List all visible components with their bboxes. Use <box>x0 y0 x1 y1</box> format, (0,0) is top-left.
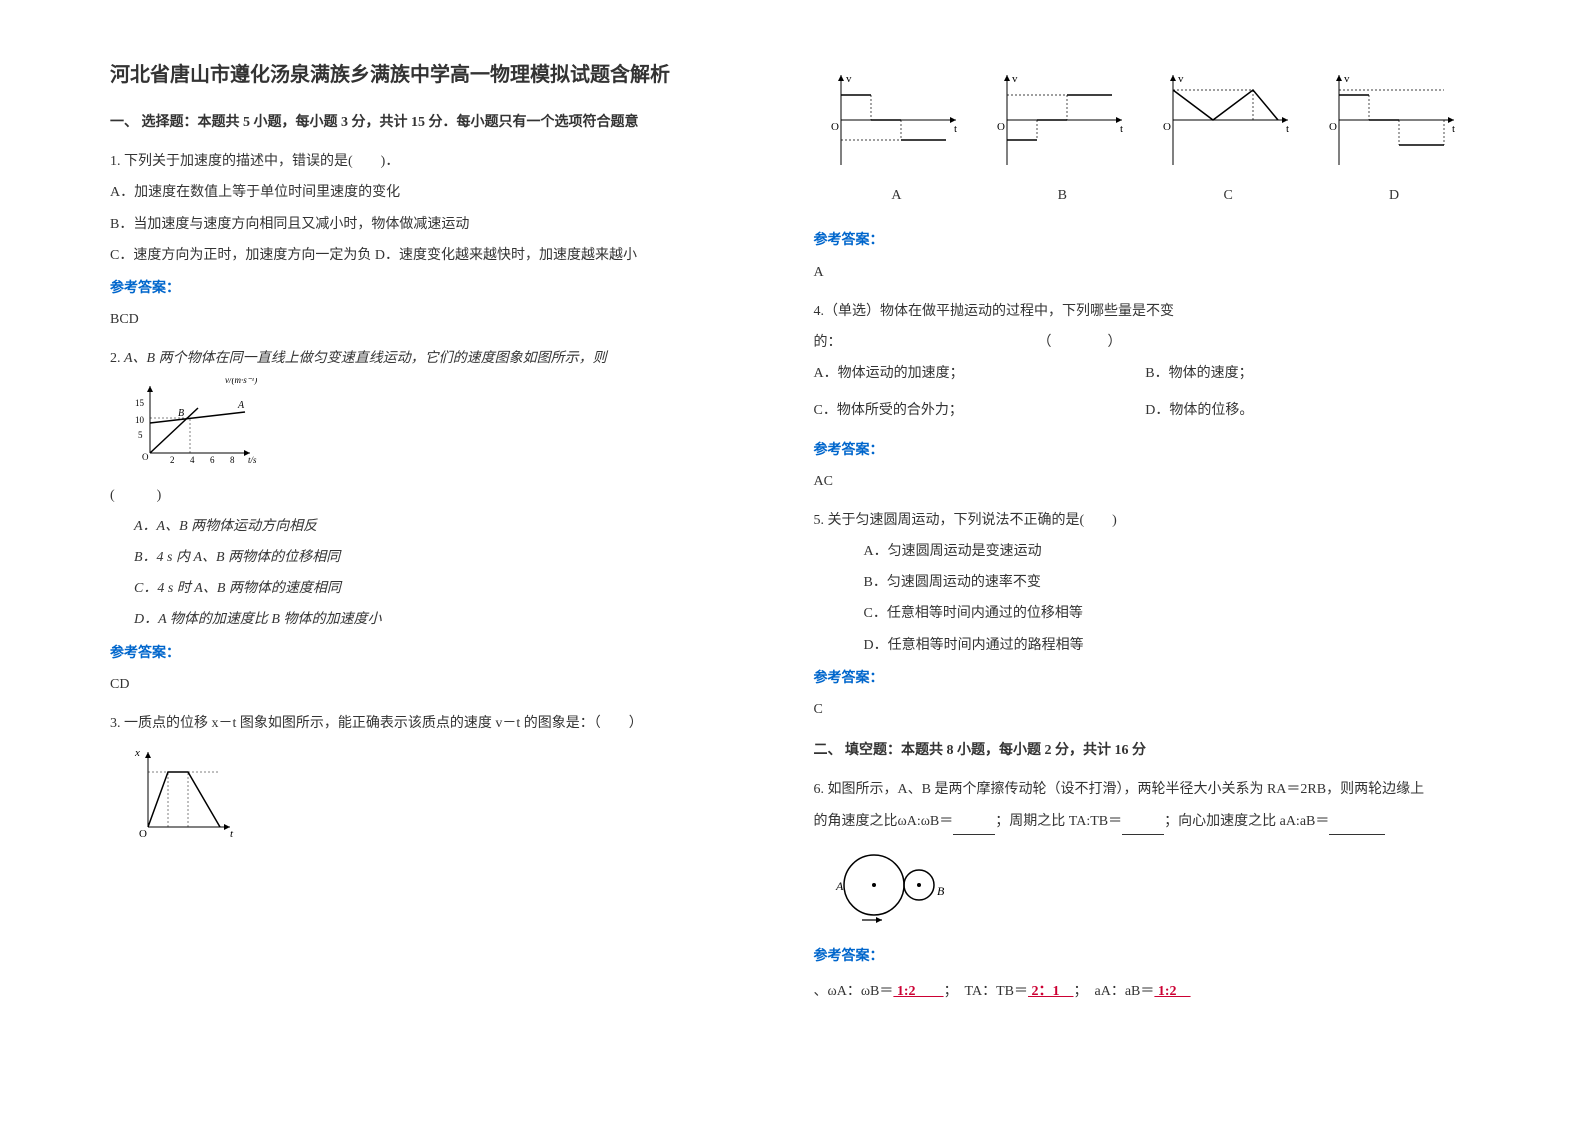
svg-text:v/(m·s⁻¹): v/(m·s⁻¹) <box>225 378 257 385</box>
q3-options-row: O t v A O t v <box>814 70 1478 208</box>
svg-text:A: A <box>835 879 844 893</box>
q1-optCD: C．速度方向为正时，加速度方向一定为负 D．速度变化越来越快时，加速度越来越小 <box>110 243 774 268</box>
q3-optB-graph: O t v B <box>992 70 1132 208</box>
q6-blank3 <box>1329 809 1385 835</box>
q4-answer: AC <box>814 469 1478 494</box>
q2-optA: A．A、B 两物体运动方向相反 <box>134 514 774 539</box>
svg-text:O: O <box>142 452 149 462</box>
q1-answer-label: 参考答案： <box>110 276 774 301</box>
left-column: 河北省唐山市遵化汤泉满族乡满族中学高一物理模拟试题含解析 一、 选择题：本题共 … <box>90 60 794 1062</box>
svg-text:t: t <box>1452 123 1455 135</box>
q1-answer: BCD <box>110 307 774 332</box>
q5-stem: 5. 关于匀速圆周运动，下列说法不正确的是( ) <box>814 508 1478 533</box>
svg-text:A: A <box>237 400 245 411</box>
svg-text:O: O <box>1163 121 1171 133</box>
svg-text:t/s: t/s <box>248 455 257 465</box>
svg-text:4: 4 <box>190 455 195 465</box>
q6-answer-label: 参考答案： <box>814 944 1478 969</box>
q3-optA-label: A <box>826 183 966 208</box>
q3-stem: 3. 一质点的位移 x－t 图象如图所示，能正确表示该质点的速度 v－t 的图象… <box>110 711 774 736</box>
q1-optB: B．当加速度与速度方向相同且又减小时，物体做减速运动 <box>110 212 774 237</box>
q6-ans-v2: 2：1 <box>1028 984 1074 999</box>
q6-blank1 <box>953 809 995 835</box>
q5-optC: C．任意相等时间内通过的位移相等 <box>864 601 1478 626</box>
svg-text:B: B <box>178 408 184 419</box>
q4-optD: D．物体的位移。 <box>1145 398 1477 423</box>
q2-answer-label: 参考答案： <box>110 641 774 666</box>
svg-text:v: v <box>1178 73 1184 85</box>
svg-text:8: 8 <box>230 455 235 465</box>
q1-stem: 1. 下列关于加速度的描述中，错误的是( )． <box>110 149 774 174</box>
svg-text:10: 10 <box>135 415 145 425</box>
q6-graph: A B <box>834 845 1478 934</box>
q4-row2: C．物体所受的合外力； D．物体的位移。 <box>814 392 1478 429</box>
svg-text:x: x <box>134 747 140 759</box>
right-column: O t v A O t v <box>794 60 1498 1062</box>
q5-answer: C <box>814 697 1478 722</box>
q3-optC-graph: O t v C <box>1158 70 1298 208</box>
q2-optB: B．4 s 内 A、B 两物体的位移相同 <box>134 545 774 570</box>
svg-text:t: t <box>230 828 234 840</box>
q6-ans-v3: 1:2 <box>1154 984 1190 999</box>
svg-text:6: 6 <box>210 455 215 465</box>
q3-optC-label: C <box>1158 183 1298 208</box>
q6-answer: 、ωA：ωB＝ 1:2 ； TA：TB＝ 2：1 ； aA：aB＝ 1:2 <box>814 979 1478 1004</box>
q6-ans-sep1: ； TA：TB＝ <box>944 984 1028 999</box>
q6-stem1: 6. 如图所示，A、B 是两个摩擦传动轮（设不打滑），两轮半径大小关系为 RA＝… <box>814 777 1478 802</box>
q5-optD: D．任意相等时间内通过的路程相等 <box>864 633 1478 658</box>
q2-paren: ( ) <box>110 483 774 508</box>
q6-stem2-prefix: 的角速度之比ωA:ωB＝ <box>814 814 954 829</box>
q3-optD-label: D <box>1324 183 1464 208</box>
svg-text:t: t <box>954 123 957 135</box>
q5-answer-label: 参考答案： <box>814 666 1478 691</box>
q5-optB: B．匀速圆周运动的速率不变 <box>864 570 1478 595</box>
svg-text:O: O <box>1329 121 1337 133</box>
q3-optA-graph: O t v A <box>826 70 966 208</box>
svg-text:5: 5 <box>138 430 143 440</box>
q1-optA: A．加速度在数值上等于单位时间里速度的变化 <box>110 180 774 205</box>
q6-blank2 <box>1122 809 1164 835</box>
q2-optC: C．4 s 时 A、B 两物体的速度相同 <box>134 576 774 601</box>
q6-stem2-mid2: ；向心加速度之比 aA:aB＝ <box>1164 814 1329 829</box>
q6-ans-sep2: ； aA：aB＝ <box>1074 984 1155 999</box>
q4-stem1: 4.（单选）物体在做平抛运动的过程中，下列哪些量是不变 <box>814 299 1478 324</box>
svg-text:O: O <box>831 121 839 133</box>
q2-stem-text: A、B 两个物体在同一直线上做匀变速直线运动，它们的速度图象如图所示，则 <box>124 351 607 366</box>
q2-graph: v/(m·s⁻¹) O 2 4 6 8 t/s 5 10 15 A B <box>130 378 774 477</box>
svg-text:15: 15 <box>135 398 145 408</box>
svg-text:2: 2 <box>170 455 175 465</box>
q4-answer-label: 参考答案： <box>814 438 1478 463</box>
q3-answer: A <box>814 260 1478 285</box>
q2-answer: CD <box>110 672 774 697</box>
q2-stem: 2. A、B 两个物体在同一直线上做匀变速直线运动，它们的速度图象如图所示，则 <box>110 346 774 371</box>
q2-stem-prefix: 2. <box>110 351 124 366</box>
svg-text:O: O <box>997 121 1005 133</box>
q4-optC: C．物体所受的合外力； <box>814 398 1146 423</box>
q6-ans-text: 、ωA：ωB＝ <box>814 984 894 999</box>
svg-text:B: B <box>937 884 945 898</box>
q6-stem2: 的角速度之比ωA:ωB＝ ；周期之比 TA:TB＝ ；向心加速度之比 aA:aB… <box>814 809 1478 835</box>
svg-text:v: v <box>846 73 852 85</box>
section2-header: 二、 填空题：本题共 8 小题，每小题 2 分，共计 16 分 <box>814 738 1478 763</box>
q4-stem2: 的： （ ） <box>814 330 1478 355</box>
q3-optD-graph: O t v D <box>1324 70 1464 208</box>
section1-header: 一、 选择题：本题共 5 小题，每小题 3 分，共计 15 分．每小题只有一个选… <box>110 110 774 135</box>
q3-answer-label: 参考答案： <box>814 228 1478 253</box>
q4-row1: A．物体运动的加速度； B．物体的速度； <box>814 355 1478 392</box>
q4-optA: A．物体运动的加速度； <box>814 361 1146 386</box>
svg-text:t: t <box>1286 123 1289 135</box>
q4-optB: B．物体的速度； <box>1145 361 1477 386</box>
svg-text:t: t <box>1120 123 1123 135</box>
q6-stem2-mid1: ；周期之比 TA:TB＝ <box>995 814 1122 829</box>
q3-graph: O x t <box>130 742 774 851</box>
svg-text:O: O <box>139 828 147 840</box>
q3-optB-label: B <box>992 183 1132 208</box>
svg-text:v: v <box>1344 73 1350 85</box>
q6-ans-v1: 1:2 <box>893 984 943 999</box>
svg-text:v: v <box>1012 73 1018 85</box>
q2-optD: D．A 物体的加速度比 B 物体的加速度小 <box>134 607 774 632</box>
page-title: 河北省唐山市遵化汤泉满族乡满族中学高一物理模拟试题含解析 <box>110 60 774 90</box>
q5-optA: A．匀速圆周运动是变速运动 <box>864 539 1478 564</box>
